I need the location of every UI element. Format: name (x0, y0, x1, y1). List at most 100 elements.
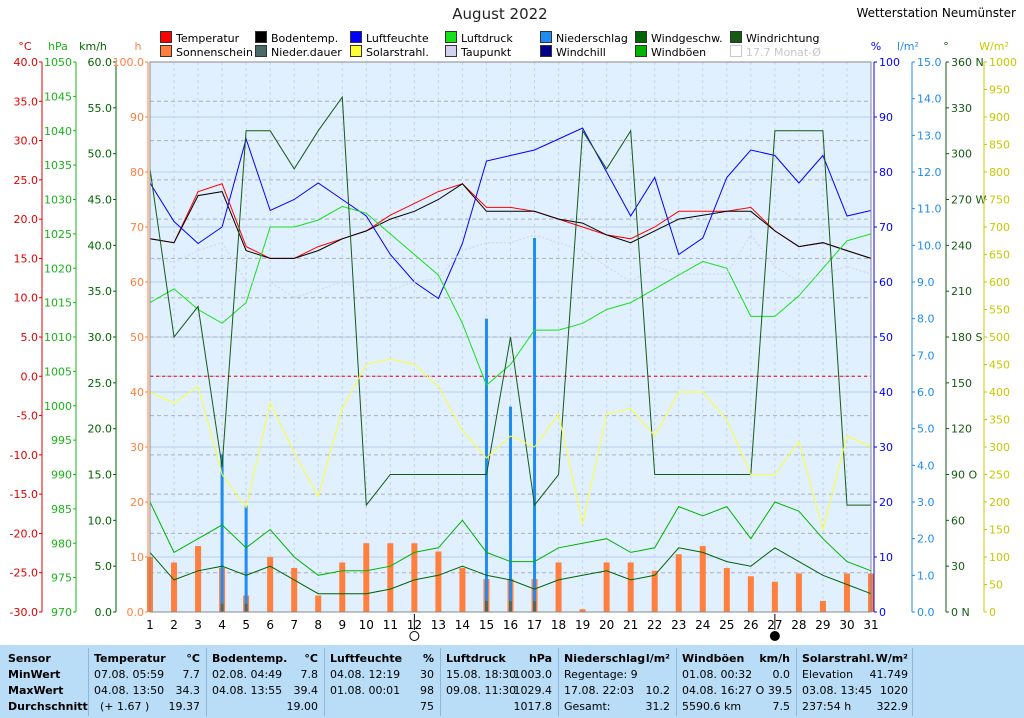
legend-label: 17.7 Monat-Ø (746, 46, 821, 59)
chart-canvas: 1 2 3 4 5 6 7 8 9 10 11 12 13 14 15 16 17 18 19 20 21 22 23 24 2… (10, 40, 1017, 641)
series-bodentemp (149, 183, 872, 259)
y-tick-label: 10 (879, 551, 893, 564)
stats-gust-distance: 5590.6 km (682, 700, 742, 713)
stats-row-avg-label: Durchschnitt (8, 700, 88, 713)
x-tick-label: 13 (431, 618, 446, 632)
stats-soil-min-time: 02.08. 04:49 (212, 668, 283, 681)
stats-gust-avg-value: 7.5 (772, 700, 791, 713)
bar-niederdauer (244, 603, 248, 612)
y-tick-label: 40 (879, 386, 893, 399)
x-tick-label: 5 (242, 618, 250, 632)
new-moon-icon (769, 631, 780, 641)
stats-col-temperature: Temperatur °C 07.08. 05:59 7.7 04.08. 13:5… (90, 645, 206, 718)
stats-header-sensor: Sensor (8, 652, 51, 665)
y-tick-label: 1000 (989, 56, 1017, 69)
y-tick-label: 980 (51, 537, 72, 550)
legend-label: Niederschlag (556, 32, 628, 45)
legend-swatch (255, 31, 267, 43)
y-tick-label: 2.0 (917, 533, 935, 546)
y-axis-unit: ° (943, 40, 949, 53)
y-tick-label: 240 (951, 239, 972, 252)
legend-label: Sonnenschein (176, 46, 253, 59)
y-axis-unit: hPa (48, 40, 68, 53)
y-tick-label: 700 (989, 221, 1010, 234)
y-tick-label: 1010 (44, 331, 72, 344)
y-axis-unit: °C (18, 40, 32, 53)
legend-label: Windgeschw. (651, 32, 723, 45)
y-tick-label: 1000 (44, 400, 72, 413)
bar-sonnenschein (819, 601, 826, 612)
stats-rain-label: Niederschlag (564, 652, 646, 665)
bar-sonnenschein (267, 557, 274, 612)
y-tick-label: 25.0 (14, 174, 39, 187)
x-tick-label: 18 (551, 618, 566, 632)
stats-temp-max-time: 04.08. 13:50 (94, 684, 165, 697)
legend-swatch (540, 31, 552, 43)
x-tick-label: 17 (527, 618, 542, 632)
y-tick-label: 15.0 (14, 252, 39, 265)
stats-press-min-value: 1003.0 (513, 668, 553, 681)
legend-item[interactable]: Windgeschw. (635, 31, 723, 45)
stats-temp-min-value: 7.7 (182, 668, 201, 681)
legend-item[interactable]: Luftfeuchte (350, 31, 429, 45)
legend-item[interactable]: Windböen (635, 45, 706, 59)
legend-item[interactable]: Taupunkt (445, 45, 511, 59)
y-tick-label: 40 (130, 386, 144, 399)
legend-item[interactable]: Niederschlag (540, 31, 628, 45)
legend-item[interactable]: Bodentemp. (255, 31, 338, 45)
x-tick-label: 6 (266, 618, 274, 632)
y-tick-label: 60 (130, 276, 144, 289)
y-tick-label: 0 (879, 606, 886, 619)
stats-temp-avg-value: 19.37 (168, 700, 201, 713)
stats-press-avg-value: 1017.8 (513, 700, 553, 713)
series-solarstrahl (149, 358, 872, 532)
stats-press-max-time: 09.08. 11:30 (446, 684, 517, 697)
y-tick-label: 330 (951, 102, 972, 115)
legend-item[interactable]: Sonnenschein (160, 45, 253, 59)
legend-item[interactable]: Nieder.dauer (255, 45, 342, 59)
y-tick-label: 1035 (44, 159, 72, 172)
plot-border (149, 61, 872, 613)
legend-item[interactable]: Windchill (540, 45, 606, 59)
y-tick-label: 250 (989, 469, 1010, 482)
y-tick-label: 70 (879, 221, 893, 234)
stats-col-soil: Bodentemp. °C 02.08. 04:49 7.8 04.08. 13:5… (208, 645, 324, 718)
legend-item[interactable]: Luftdruck (445, 31, 513, 45)
stats-gust-min-time: 01.08. 00:32 (682, 668, 753, 681)
y-axis-unit: km/h (79, 40, 107, 53)
x-tick-label: 22 (647, 618, 662, 632)
y-tick-label: 12.0 (917, 166, 942, 179)
y-tick-label: 100.0 (113, 56, 145, 69)
y-tick-label: 400 (989, 386, 1010, 399)
y-tick-label: 80 (879, 166, 893, 179)
stats-temp-max-value: 34.3 (175, 684, 201, 697)
legend-item[interactable]: Temperatur (160, 31, 239, 45)
legend-swatch (350, 45, 362, 57)
y-tick-label: 50 (130, 331, 144, 344)
x-tick-label: 21 (623, 618, 638, 632)
y-tick-label: 1045 (44, 90, 72, 103)
y-tick-label: 100 (879, 56, 900, 69)
x-tick-label: 23 (671, 618, 686, 632)
legend-swatch (635, 45, 647, 57)
stats-hum-max-time: 01.08. 00:01 (330, 684, 401, 697)
legend-item[interactable]: Solarstrahl. (350, 45, 429, 59)
bar-sonnenschein (843, 573, 850, 612)
bar-sonnenschein (795, 573, 802, 612)
legend-item[interactable]: Windrichtung (730, 31, 819, 45)
legend-item[interactable]: 17.7 Monat-Ø (730, 45, 821, 59)
y-tick-label: 450 (989, 359, 1010, 372)
stats-solar-max-time: 03.08. 13:45 (802, 684, 873, 697)
station-name: Wetterstation Neumünster (856, 6, 1016, 20)
y-tick-label: 1015 (44, 297, 72, 310)
x-tick-label: 28 (791, 618, 806, 632)
y-tick-label: 90 O (951, 469, 977, 482)
bar-niederschlag (220, 454, 224, 612)
stats-solar-hours: 237:54 h (802, 700, 852, 713)
y-tick-label: 1020 (44, 262, 72, 275)
legend-swatch (160, 31, 172, 43)
y-tick-label: 1.0 (917, 569, 935, 582)
legend-label: Taupunkt (461, 46, 512, 59)
stats-gust-max-time: 04.08. 16:27 O 39.5 (682, 684, 793, 697)
y-tick-label: 900 (989, 111, 1010, 124)
